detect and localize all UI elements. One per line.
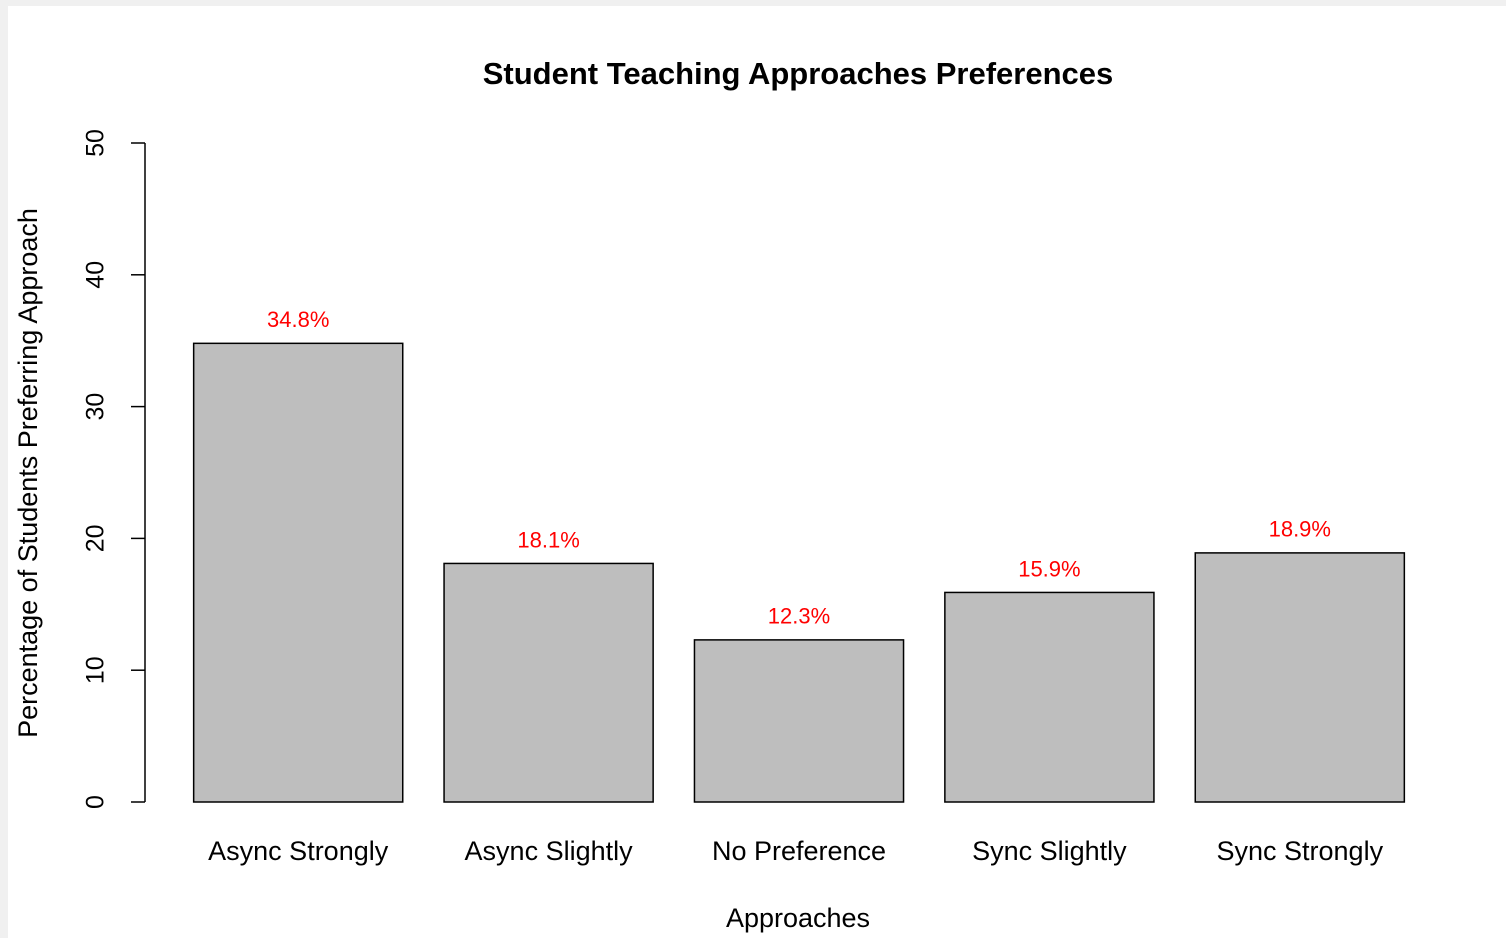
- x-tick-label: Sync Slightly: [972, 836, 1127, 866]
- bar: [944, 591, 1155, 803]
- y-tick-label: 50: [82, 129, 110, 157]
- x-tick-label: Async Strongly: [208, 836, 389, 866]
- bar: [1194, 552, 1406, 803]
- y-tick-label: 0: [82, 795, 110, 809]
- bar: [693, 639, 905, 803]
- x-tick-label: Sync Strongly: [1217, 836, 1384, 866]
- data-label: 34.8%: [267, 307, 329, 332]
- x-axis-label: Approaches: [726, 903, 870, 933]
- y-tick-label: 40: [82, 261, 110, 289]
- bar: [443, 562, 654, 803]
- data-label: 15.9%: [1018, 556, 1080, 581]
- y-tick-label: 20: [82, 524, 110, 552]
- x-tick-label: Async Slightly: [465, 836, 634, 866]
- data-label: 18.9%: [1269, 517, 1331, 542]
- data-label: 12.3%: [768, 604, 830, 629]
- chart-title: Student Teaching Approaches Preferences: [483, 56, 1114, 91]
- y-tick-label: 30: [82, 393, 110, 421]
- x-tick-label: No Preference: [712, 836, 886, 866]
- y-tick-label: 10: [82, 656, 110, 684]
- bar: [192, 342, 404, 803]
- y-axis-label: Percentage of Students Preferring Approa…: [13, 208, 43, 738]
- data-label: 18.1%: [517, 527, 579, 552]
